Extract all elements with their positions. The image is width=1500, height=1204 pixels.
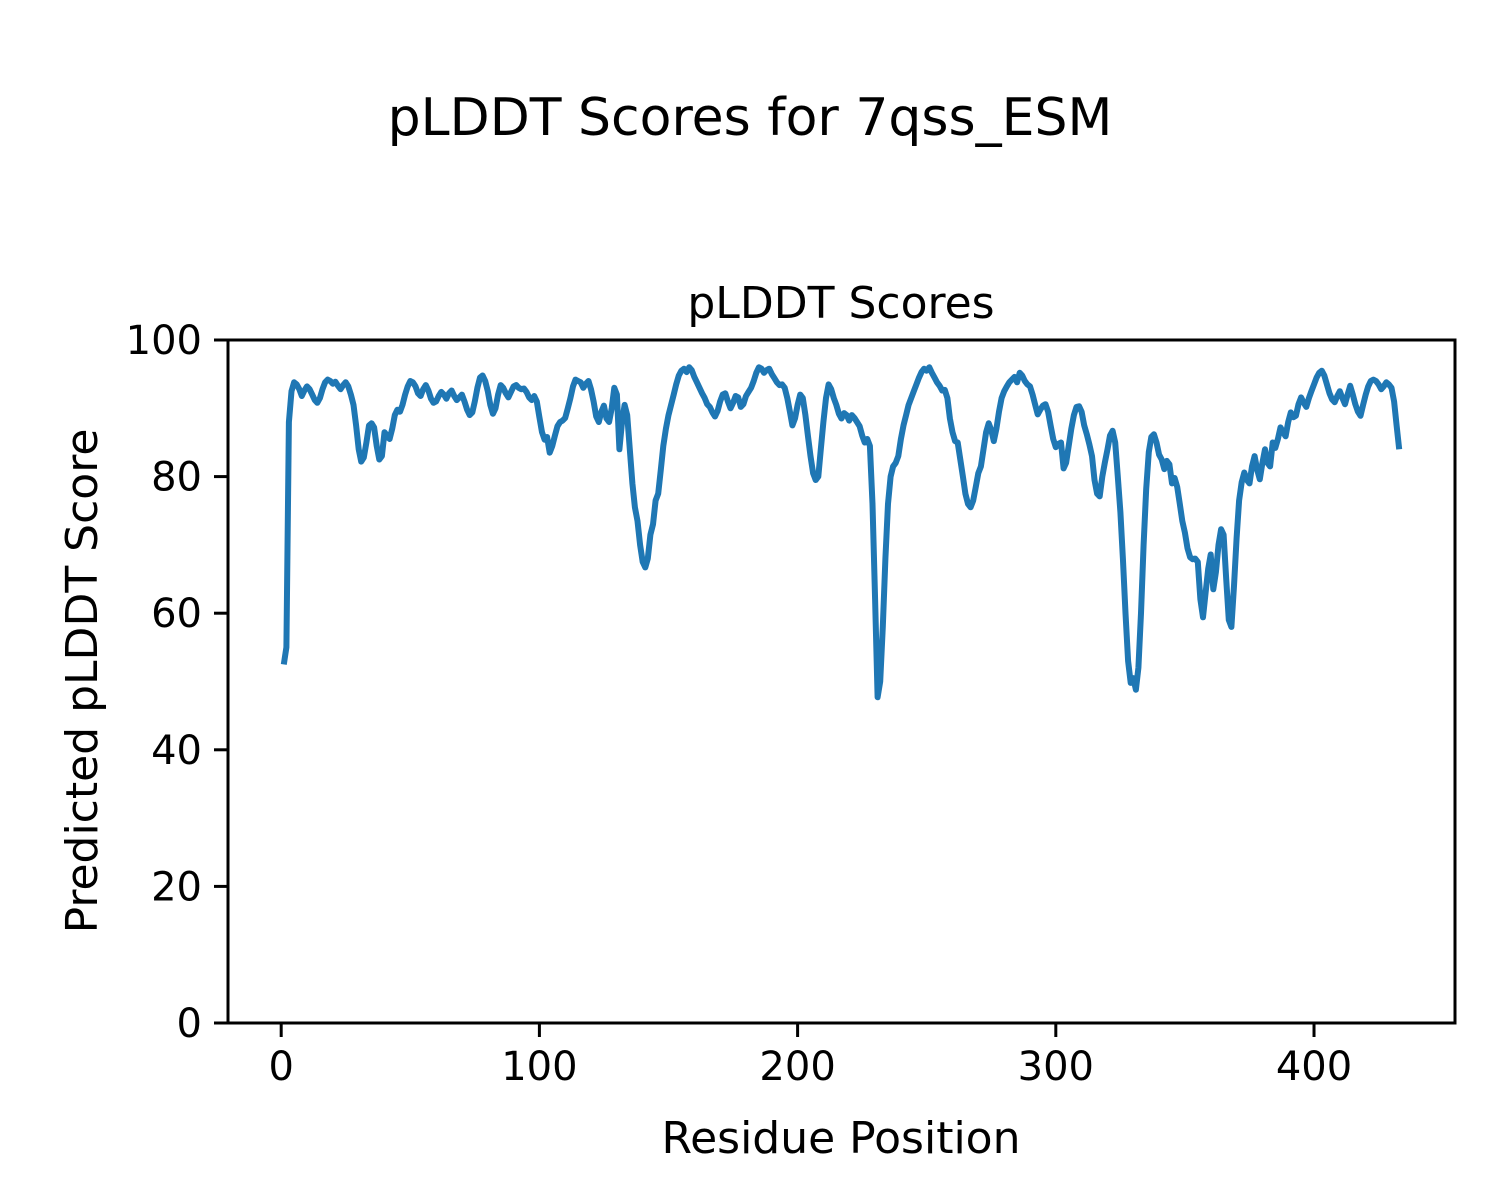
x-tick-label: 0	[268, 1044, 293, 1090]
y-axis-label: Predicted pLDDT Score	[57, 429, 108, 934]
y-tick-label: 80	[151, 455, 202, 501]
x-tick-label: 300	[1018, 1044, 1094, 1090]
y-tick-label: 100	[126, 318, 202, 364]
y-tick-label: 20	[151, 864, 202, 910]
x-tick-label: 400	[1276, 1044, 1352, 1090]
plddt-line	[280, 364, 1403, 701]
y-tick-label: 0	[177, 1001, 202, 1047]
y-tick-label: 60	[151, 591, 202, 637]
axes-title: pLDDT Scores	[687, 278, 994, 329]
axes-spines	[226, 338, 1457, 1025]
x-axis-label: Residue Position	[661, 1113, 1020, 1164]
x-tick-label: 200	[759, 1044, 835, 1090]
y-tick-label: 40	[151, 728, 202, 774]
plot-area: 0 100 200 300 400 0 20 40 60 80 100	[126, 318, 1457, 1090]
x-tick-label: 100	[501, 1044, 577, 1090]
figure-suptitle: pLDDT Scores for 7qss_ESM	[388, 88, 1113, 148]
